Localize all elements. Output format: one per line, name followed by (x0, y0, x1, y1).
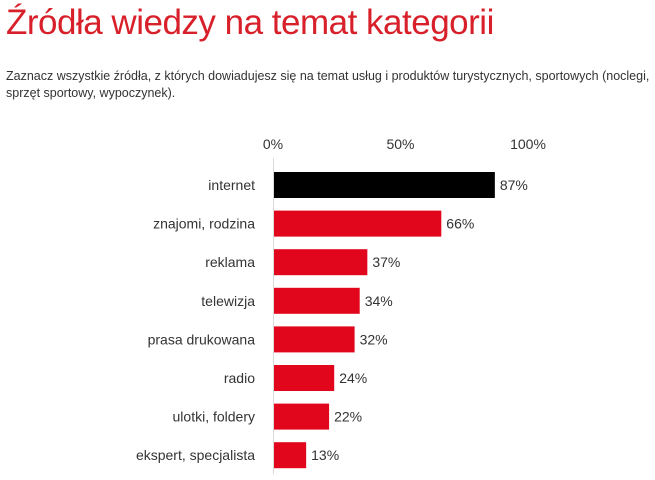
category-label: ekspert, specjalista (136, 447, 255, 463)
category-label: telewizja (201, 293, 255, 309)
value-label: 24% (339, 370, 367, 386)
value-label: 37% (372, 254, 400, 270)
category-label: prasa drukowana (148, 331, 256, 347)
category-label: znajomi, rodzina (153, 216, 255, 232)
category-label: ulotki, foldery (173, 409, 255, 425)
value-label: 22% (334, 409, 362, 425)
bar (274, 365, 335, 391)
bar (274, 403, 330, 430)
chart-subtitle: Zaznacz wszystkie źródła, z których dowi… (6, 69, 650, 100)
bar (274, 210, 442, 237)
x-tick-label: 50% (386, 136, 414, 152)
bar (274, 287, 360, 314)
category-label: radio (224, 370, 255, 386)
bar (274, 326, 355, 353)
value-label: 32% (360, 331, 388, 347)
value-label: 87% (500, 177, 528, 193)
x-tick-label: 100% (510, 136, 546, 152)
category-label: reklama (205, 254, 255, 270)
category-label: internet (208, 177, 255, 193)
bar (274, 172, 495, 198)
x-tick-label: 0% (263, 136, 283, 152)
bar (274, 442, 307, 469)
chart-title: Źródła wiedzy na temat kategorii (6, 3, 494, 42)
bar (274, 249, 368, 276)
value-label: 13% (311, 447, 339, 463)
value-label: 34% (365, 293, 393, 309)
value-label: 66% (446, 216, 474, 232)
